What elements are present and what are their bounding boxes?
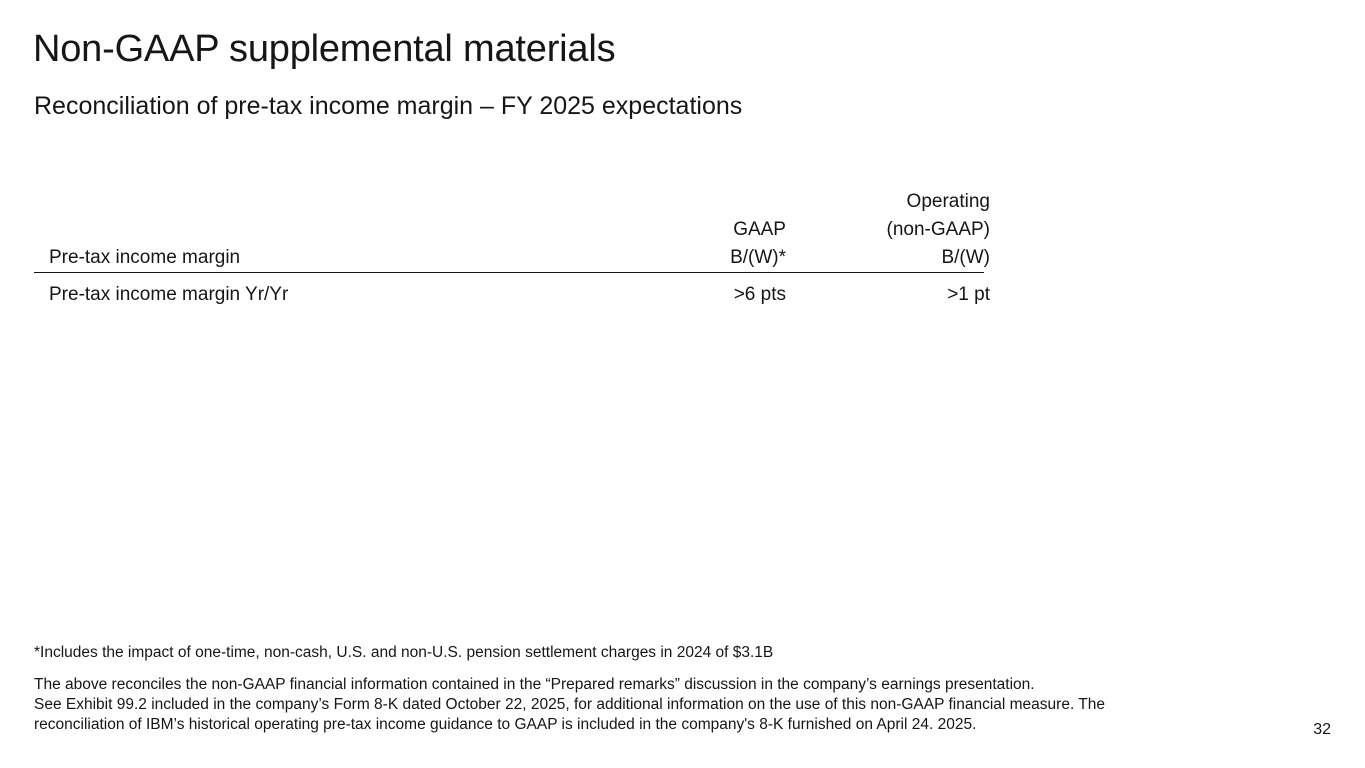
column-header-gaap-line2: GAAP — [733, 219, 786, 240]
disclaimer-line: The above reconciles the non-GAAP financ… — [34, 676, 1035, 693]
column-header-operating-line3: B/(W) — [941, 247, 990, 268]
row-header-label: Pre-tax income margin — [49, 247, 241, 268]
header-divider — [34, 272, 984, 273]
disclaimer-line: See Exhibit 99.2 included in the company… — [34, 696, 1105, 713]
page-title: Non-GAAP supplemental materials — [33, 28, 616, 70]
operating-value: >1 pt — [947, 284, 990, 305]
column-header-gaap-line3: B/(W)* — [730, 247, 786, 268]
disclaimer-line: reconciliation of IBM’s historical opera… — [34, 716, 977, 733]
gaap-value: >6 pts — [733, 284, 786, 305]
row-label: Pre-tax income margin Yr/Yr — [49, 284, 289, 305]
page-number: 32 — [1313, 721, 1331, 738]
column-header-operating-line2: (non-GAAP) — [886, 219, 990, 240]
asterisk-footnote: *Includes the impact of one-time, non-ca… — [34, 644, 774, 661]
column-header-operating-line1: Operating — [906, 191, 990, 212]
page-subtitle: Reconciliation of pre-tax income margin … — [34, 92, 743, 120]
